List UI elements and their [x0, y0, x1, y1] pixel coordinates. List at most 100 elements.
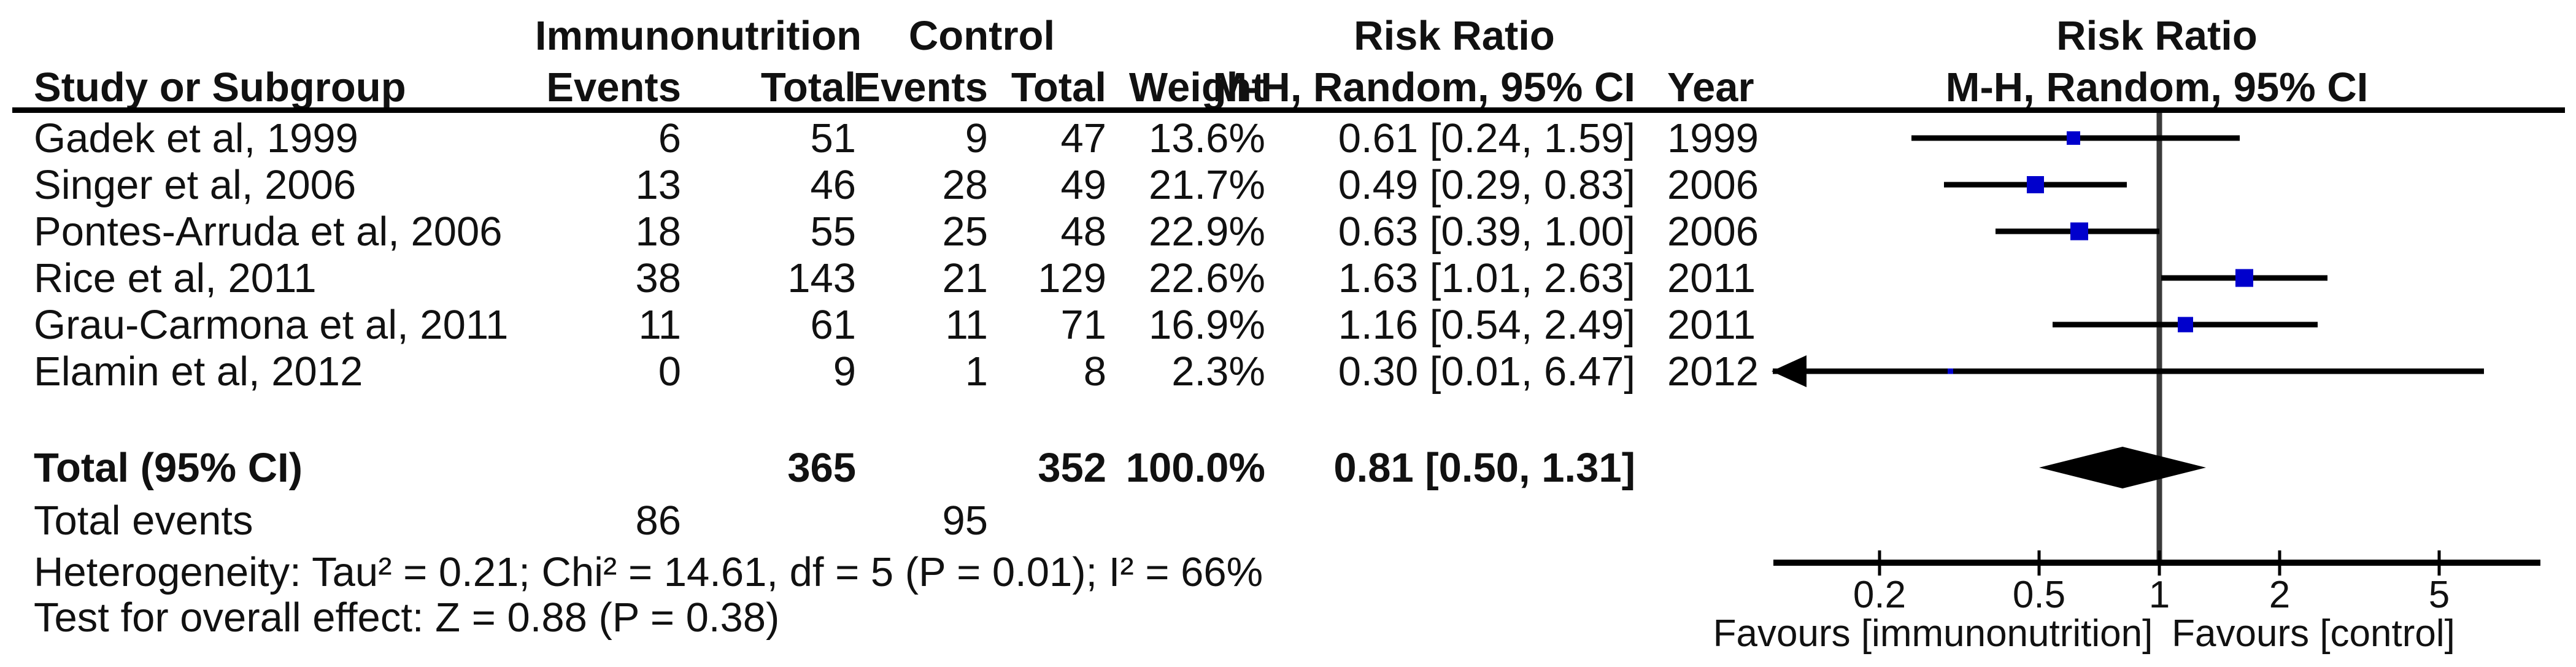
- study-name: Grau-Carmona et al, 2011: [34, 302, 509, 348]
- events-experimental: 13: [635, 162, 681, 208]
- col-study: Study or Subgroup: [34, 64, 406, 110]
- study-ci-value: 0.30 [0.01, 6.47]: [1338, 349, 1635, 395]
- effect-square: [2070, 222, 2088, 241]
- study-ci-value: 0.61 [0.24, 1.59]: [1338, 115, 1635, 161]
- study-row: Singer et al, 2006 13 46 28 49 21.7% 0.49 [0.2…: [0, 161, 2576, 209]
- study-name: Rice et al, 2011: [34, 255, 317, 301]
- effect-measure-label: Risk Ratio: [1354, 13, 1555, 59]
- events-experimental: 11: [638, 302, 681, 348]
- plot-subtitle: M-H, Random, 95% CI: [1945, 64, 2369, 110]
- study-year: 2012: [1667, 349, 1759, 395]
- total-diamond: [2039, 447, 2206, 488]
- col-ci: M-H, Random, 95% CI: [1213, 64, 1635, 110]
- effect-square: [2067, 131, 2080, 145]
- total-ci-value: 0.81 [0.50, 1.31]: [1333, 445, 1635, 491]
- events-experimental: 6: [658, 115, 681, 161]
- effect-square: [2027, 176, 2044, 193]
- events-control: 28: [942, 162, 988, 208]
- total-control: 8: [1083, 349, 1106, 395]
- total-events-row: Total events 86 95: [0, 497, 2576, 544]
- total-experimental: 61: [810, 302, 856, 348]
- study-year: 1999: [1667, 115, 1759, 161]
- study-year: 2011: [1667, 255, 1756, 301]
- col-year: Year: [1667, 64, 1754, 110]
- study-ci-value: 0.49 [0.29, 0.83]: [1338, 162, 1635, 208]
- total-n-control: 352: [1038, 445, 1106, 491]
- total-experimental: 143: [787, 255, 856, 301]
- effect-square: [2178, 317, 2193, 333]
- axis-tick-label: 1: [2149, 574, 2170, 616]
- col-weight: Weight: [1128, 64, 1265, 110]
- axis-tick-label: 0.2: [1853, 574, 1906, 616]
- heterogeneity-row: Heterogeneity: Tau² = 0.21; Chi² = 14.61…: [0, 549, 2576, 596]
- study-year: 2006: [1667, 162, 1759, 208]
- study-weight: 16.9%: [1149, 302, 1265, 348]
- study-year: 2006: [1667, 209, 1759, 255]
- total-experimental: 51: [810, 115, 856, 161]
- axis-tick-label: 0.5: [2013, 574, 2065, 616]
- total-n-experimental: 365: [787, 445, 856, 491]
- total-control: 48: [1060, 209, 1106, 255]
- events-control: 1: [965, 349, 988, 395]
- group-header-row: Immunonutrition Control Risk Ratio Risk …: [0, 12, 2576, 60]
- total-experimental: 55: [810, 209, 856, 255]
- study-row: Gadek et al, 1999 6 51 9 47 13.6% 0.61 [0.24, …: [0, 115, 2576, 162]
- heterogeneity-text: Heterogeneity: Tau² = 0.21; Chi² = 14.61…: [34, 549, 1263, 595]
- plot-title: Risk Ratio: [2056, 13, 2258, 59]
- study-weight: 22.6%: [1149, 255, 1265, 301]
- study-ci-value: 1.16 [0.54, 2.49]: [1338, 302, 1635, 348]
- col-total-experimental: Total: [760, 64, 856, 110]
- total-control: 47: [1060, 115, 1106, 161]
- col-events-experimental: Events: [546, 64, 681, 110]
- study-year: 2011: [1667, 302, 1756, 348]
- study-ci-value: 1.63 [1.01, 2.63]: [1338, 255, 1635, 301]
- total-events-experimental: 86: [635, 498, 681, 544]
- effect-square: [2235, 269, 2253, 287]
- effect-square: [1948, 368, 1953, 374]
- study-ci-value: 0.63 [0.39, 1.00]: [1338, 209, 1635, 255]
- study-weight: 2.3%: [1171, 349, 1265, 395]
- study-name: Elamin et al, 2012: [34, 349, 363, 395]
- col-events-control: Events: [853, 64, 988, 110]
- events-control: 25: [942, 209, 988, 255]
- study-row: Elamin et al, 2012 0 9 1 8 2.3% 0.30 [0.01, 6.…: [0, 348, 2576, 395]
- study-row: Grau-Carmona et al, 2011 11 61 11 71 16.9% 1.1…: [0, 301, 2576, 349]
- events-experimental: 0: [658, 349, 681, 395]
- study-weight: 13.6%: [1149, 115, 1265, 161]
- axis-tick-label: 2: [2269, 574, 2290, 616]
- events-experimental: 38: [635, 255, 681, 301]
- overall-effect-row: Test for overall effect: Z = 0.88 (P = 0…: [0, 594, 2576, 641]
- study-name: Gadek et al, 1999: [34, 115, 358, 161]
- axis-tick-label: 5: [2429, 574, 2450, 616]
- study-row: Rice et al, 2011 38 143 21 129 22.6% 1.63 [1.0…: [0, 255, 2576, 302]
- total-row: Total (95% CI) 365 352 100.0% 0.81 [0.50…: [0, 444, 2576, 492]
- total-control: 71: [1060, 302, 1106, 348]
- total-experimental: 46: [810, 162, 856, 208]
- total-control: 129: [1038, 255, 1106, 301]
- events-control: 9: [965, 115, 988, 161]
- header-rule: [12, 107, 2565, 113]
- control-group-label: Control: [908, 13, 1055, 59]
- events-control: 11: [945, 302, 988, 348]
- total-label: Total (95% CI): [34, 445, 303, 491]
- total-control: 49: [1060, 162, 1106, 208]
- study-name: Singer et al, 2006: [34, 162, 357, 208]
- study-name: Pontes-Arruda et al, 2006: [34, 209, 503, 255]
- total-experimental: 9: [833, 349, 856, 395]
- total-weight: 100.0%: [1125, 445, 1265, 491]
- study-weight: 21.7%: [1149, 162, 1265, 208]
- column-header-row: Study or Subgroup Events Total Events To…: [0, 64, 2576, 111]
- favours-right-label: Favours [control]: [2172, 612, 2455, 655]
- col-total-control: Total: [1011, 64, 1106, 110]
- events-experimental: 18: [635, 209, 681, 255]
- study-weight: 22.9%: [1149, 209, 1265, 255]
- favours-left-label: Favours [immunonutrition]: [1713, 612, 2153, 655]
- total-events-control: 95: [942, 498, 988, 544]
- total-events-label: Total events: [34, 498, 253, 544]
- events-control: 21: [942, 255, 988, 301]
- overall-effect-text: Test for overall effect: Z = 0.88 (P = 0…: [34, 595, 780, 641]
- ci-clip-arrow-left-icon: [1772, 355, 1807, 387]
- study-row: Pontes-Arruda et al, 2006 18 55 25 48 22.9% 0.…: [0, 208, 2576, 255]
